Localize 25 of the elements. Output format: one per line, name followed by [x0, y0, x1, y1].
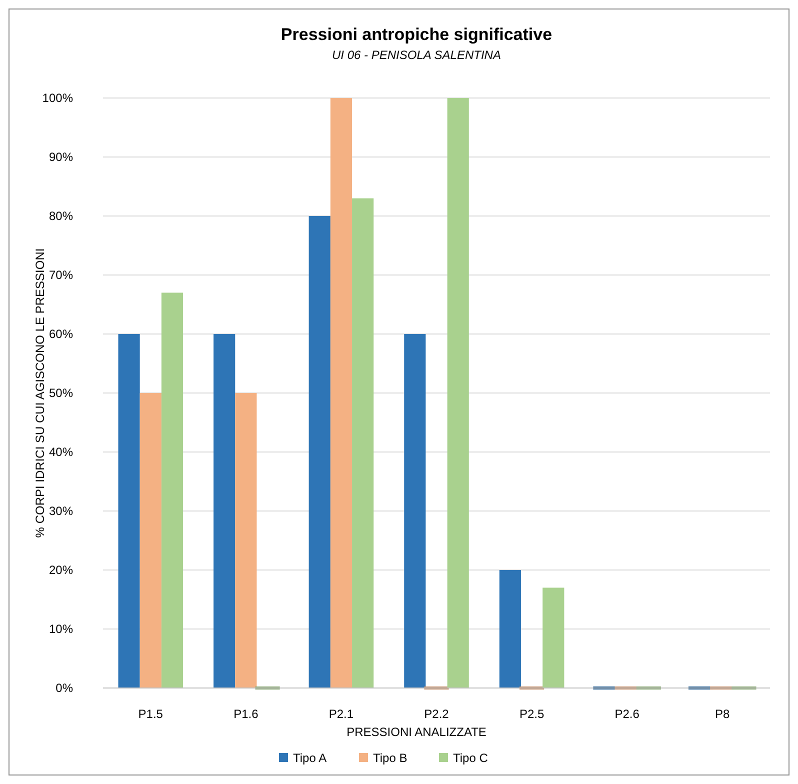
- y-axis-title: % CORPI IDRICI SU CUI AGISCONO LE PRESSIONI: [33, 248, 47, 538]
- x-tick-label: P2.1: [328, 707, 354, 721]
- legend-label: Tipo A: [293, 751, 327, 765]
- y-tick-label: 10%: [48, 622, 74, 636]
- y-tick-label: 50%: [48, 386, 74, 400]
- x-tick-label: P1.6: [234, 707, 259, 721]
- y-tick-label: 100%: [42, 91, 74, 105]
- x-tick-label: P1.5: [138, 707, 164, 721]
- x-tick-label: P2.2: [424, 707, 450, 721]
- chart-subtitle: UI 06 - PENISOLA SALENTINA: [332, 48, 501, 62]
- x-axis-title: PRESSIONI ANALIZZATE: [346, 725, 486, 739]
- y-tick-label: 70%: [48, 268, 74, 282]
- y-tick-label: 60%: [48, 327, 74, 341]
- x-tick-label: P2.6: [614, 707, 640, 721]
- x-tick-label: P2.5: [519, 707, 544, 721]
- y-tick-label: 90%: [48, 150, 74, 164]
- x-tick-label: P8: [715, 707, 730, 721]
- y-tick-label: 20%: [48, 563, 74, 577]
- y-tick-label: 40%: [48, 445, 74, 459]
- y-tick-label: 30%: [48, 504, 74, 518]
- legend-label: Tipo C: [453, 751, 488, 765]
- y-tick-label: 0%: [56, 681, 74, 695]
- y-tick-label: 80%: [48, 209, 74, 223]
- legend-label: Tipo B: [373, 751, 408, 765]
- chart-title: Pressioni antropiche significative: [280, 25, 552, 44]
